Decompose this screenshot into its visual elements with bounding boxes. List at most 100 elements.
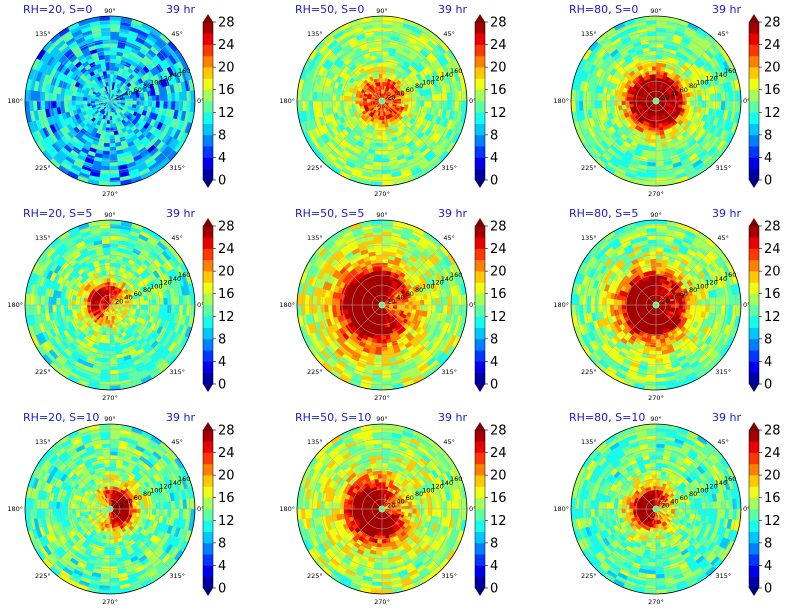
colorbar-tick-label: 0 (764, 582, 772, 597)
colorbar: 0 4 8 12 16 20 24 28 (202, 218, 235, 393)
radius-tick-label: 160 (724, 67, 736, 75)
colorbar-tick-label: 8 (218, 128, 226, 143)
angle-tick-label: 45° (717, 30, 729, 38)
colorbar: 0 4 8 12 16 20 24 28 (202, 14, 235, 189)
colorbar-tick-label: 4 (764, 151, 772, 166)
angle-tick-label: 270° (102, 598, 118, 606)
colorbar-tick-label: 4 (490, 151, 498, 166)
radius-tick-label: 100 (150, 486, 162, 494)
radius-tick-label: 100 (696, 486, 708, 494)
angle-tick-label: 270° (374, 598, 390, 606)
radius-tick-label: 80 (143, 490, 151, 498)
radius-tick-label: 160 (178, 67, 190, 75)
colorbar-tick-label: 20 (490, 265, 507, 280)
colorbar-tick-label: 20 (764, 265, 781, 280)
angle-tick-label: 315° (441, 572, 457, 580)
colorbar-tick-label: 16 (490, 83, 507, 98)
panel-title: RH=50, S=10 (295, 411, 372, 424)
panel-3: 20 40 60 80 100 120 140 160 90° 45° 0° 315° 270° 225°… (546, 0, 784, 204)
colorbar-tick-label: 20 (218, 61, 235, 76)
radius-tick-label: 80 (689, 490, 697, 498)
polar-grid (25, 220, 195, 390)
radius-tick-label: 80 (415, 490, 423, 498)
colorbar-tick-label: 4 (764, 355, 772, 370)
angle-tick-label: 135° (581, 30, 597, 38)
angle-tick-label: 135° (581, 234, 597, 242)
colorbar-tick-label: 16 (218, 287, 235, 302)
colorbar-tick-label: 20 (490, 61, 507, 76)
angle-tick-label: 315° (715, 164, 731, 172)
radius-tick-label: 120 (159, 483, 171, 491)
angle-tick-label: 315° (715, 572, 731, 580)
radius-tick-label: 100 (422, 282, 434, 290)
angle-tick-label: 45° (443, 234, 455, 242)
radius-tick-label: 80 (415, 82, 423, 90)
colorbar-tick-label: 28 (218, 16, 235, 31)
angle-tick-label: 315° (441, 164, 457, 172)
radius-tick-label: 20 (387, 297, 395, 305)
colorbar-tick-label: 4 (218, 355, 226, 370)
angle-tick-label: 180° (279, 301, 295, 309)
colorbar-tick-label: 28 (764, 424, 781, 439)
radius-tick-label: 60 (680, 86, 688, 94)
radius-tick-label: 40 (124, 90, 132, 98)
polar-plot: 20 40 60 8010012014016090°45°0°315°270°225°… (279, 211, 507, 402)
colorbar-tick-label: 16 (764, 287, 781, 302)
angle-tick-label: 0° (197, 97, 204, 105)
angle-tick-label: 45° (717, 438, 729, 446)
colorbar-tick-label: 12 (218, 514, 235, 529)
angle-tick-label: 270° (648, 394, 664, 402)
colorbar-tick-label: 12 (490, 106, 507, 121)
radius-tick-label: 20 (661, 93, 669, 101)
angle-tick-label: 0° (197, 301, 204, 309)
radius-tick-label: 140 (715, 71, 727, 79)
panel-time: 39 hr (712, 3, 741, 16)
radius-tick-label: 120 (705, 279, 717, 287)
angle-tick-label: 315° (715, 368, 731, 376)
colorbar-tick-label: 4 (490, 355, 498, 370)
colorbar-tick-label: 8 (490, 128, 498, 143)
radius-tick-label: 20 (661, 501, 669, 509)
panel-time: 39 hr (166, 411, 195, 424)
colorbar-tick-label: 16 (764, 83, 781, 98)
colorbar-tick-label: 16 (490, 491, 507, 506)
radius-tick-label: 140 (715, 275, 727, 283)
colorbar-tick-label: 16 (764, 491, 781, 506)
colorbar: 0 4 8 12 16 20 24 28 (474, 218, 507, 393)
radius-tick-label: 40 (396, 90, 404, 98)
angle-tick-label: 45° (717, 234, 729, 242)
polar-plot: 20 40 60 8010012014016090°45°0°315°270°225°… (553, 211, 781, 402)
panel-1: 20 40 60 80 100 120 140 160 90° 45° 0° 315° 270° 225°… (0, 0, 238, 204)
angle-tick-label: 315° (169, 164, 185, 172)
colorbar-tick-label: 8 (490, 536, 498, 551)
polar-grid (571, 424, 741, 594)
panel-title: RH=20, S=10 (23, 411, 100, 424)
panel-8: 20 40 60 80 100 120 140 160 90° 45° 0° 315° 270° 225°… (272, 408, 510, 612)
colorbar-tick-label: 16 (218, 491, 235, 506)
angle-tick-label: 270° (102, 190, 118, 198)
colorbar-tick-label: 12 (764, 106, 781, 121)
radius-tick-label: 60 (680, 290, 688, 298)
radius-tick-label: 40 (396, 498, 404, 506)
angle-tick-label: 90° (104, 7, 116, 15)
panel-title: RH=80, S=10 (569, 411, 646, 424)
radius-tick-label: 20 (115, 297, 123, 305)
radius-tick-label: 80 (689, 82, 697, 90)
angle-tick-label: 225° (35, 572, 51, 580)
angle-tick-label: 180° (7, 301, 23, 309)
polar-plot: 20 40 60 8010012014016090°45°0°315°270°225°… (7, 7, 235, 198)
panel-6: 20 40 60 80 100 120 140 160 90° 45° 0° 315° 270° 225°… (546, 204, 784, 408)
radius-tick-label: 140 (169, 71, 181, 79)
angle-tick-label: 0° (743, 505, 750, 513)
colorbar-tick-label: 0 (490, 174, 498, 189)
colorbar-tick-label: 24 (764, 446, 781, 461)
colorbar-tick-label: 4 (218, 151, 226, 166)
angle-tick-label: 225° (581, 164, 597, 172)
colorbar-tick-label: 24 (218, 446, 235, 461)
radius-tick-label: 20 (387, 93, 395, 101)
angle-tick-label: 270° (648, 598, 664, 606)
angle-tick-label: 180° (279, 505, 295, 513)
angle-tick-label: 135° (581, 438, 597, 446)
panel-time: 39 hr (438, 411, 467, 424)
radius-tick-label: 40 (124, 498, 132, 506)
